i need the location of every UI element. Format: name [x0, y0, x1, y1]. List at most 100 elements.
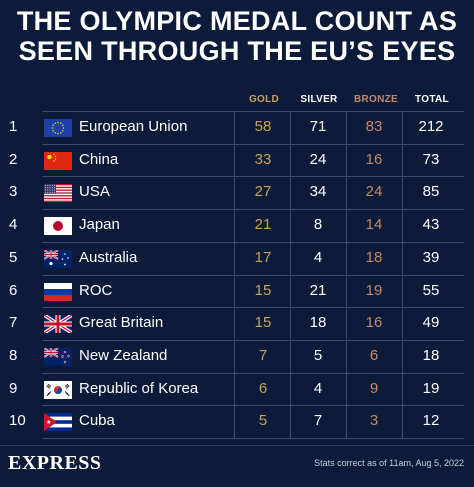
gold-count: 27 [254, 183, 272, 201]
total-count: 12 [422, 412, 440, 430]
silver-count: 5 [313, 346, 323, 364]
country-name: New Zealand [79, 346, 168, 364]
chart-title: THE OLYMPIC MEDAL COUNT AS SEEN THROUGH … [0, 6, 474, 66]
total-count: 212 [418, 118, 444, 135]
bronze-count: 14 [365, 216, 383, 234]
header-gold: GOLD [248, 94, 280, 105]
table-row: 9 Republic of Korea 6 4 9 19 [0, 373, 474, 405]
total-count: 19 [422, 379, 440, 397]
table-row: 6 ROC 15 21 19 55 [0, 275, 474, 307]
row-divider [42, 241, 464, 243]
silver-count: 71 [309, 118, 327, 135]
silver-count: 7 [313, 412, 323, 430]
bronze-count: 6 [369, 346, 379, 364]
table-row: 3 USA 27 34 24 85 [0, 176, 474, 208]
table-row: 7 Great Britain 15 18 16 49 [0, 307, 474, 339]
express-logo: EXPRESS [8, 452, 102, 474]
bronze-count: 16 [365, 150, 383, 168]
rank-label: 1 [9, 118, 18, 135]
cuba-flag-icon [44, 413, 72, 432]
rank-label: 10 [9, 412, 26, 430]
silver-count: 21 [309, 281, 327, 299]
gold-count: 15 [254, 281, 272, 299]
total-count: 18 [422, 346, 440, 364]
gold-count: 21 [254, 216, 272, 234]
footer-divider [0, 445, 474, 446]
roc-flag-icon [44, 282, 72, 301]
gold-count: 33 [254, 150, 272, 168]
rank-label: 9 [9, 379, 18, 397]
country-name: Great Britain [79, 314, 164, 332]
country-name: USA [79, 183, 110, 201]
rank-label: 2 [9, 150, 18, 168]
japan-flag-icon [44, 217, 72, 236]
silver-count: 8 [313, 216, 323, 234]
bronze-count: 19 [365, 281, 383, 299]
gold-count: 58 [254, 118, 272, 135]
row-divider [42, 209, 464, 211]
silver-count: 4 [313, 248, 323, 266]
gold-count: 5 [258, 412, 268, 430]
table-row: 5 Australia 17 4 18 39 [0, 242, 474, 274]
rank-label: 7 [9, 314, 18, 332]
row-divider [42, 438, 464, 439]
row-divider [42, 307, 464, 309]
silver-count: 18 [309, 314, 327, 332]
country-name: European Union [79, 118, 188, 135]
total-count: 55 [422, 281, 440, 299]
rank-label: 6 [9, 281, 18, 299]
gold-count: 15 [254, 314, 272, 332]
header-silver: SILVER [300, 94, 338, 105]
total-count: 39 [422, 248, 440, 266]
rank-label: 3 [9, 183, 18, 201]
silver-count: 34 [309, 183, 327, 201]
total-count: 43 [422, 216, 440, 234]
table-row: 2 China 33 24 16 73 [0, 144, 474, 176]
row-divider [42, 372, 464, 374]
row-divider [42, 176, 464, 178]
rank-label: 4 [9, 216, 18, 234]
row-divider [42, 339, 464, 341]
uk-flag-icon [44, 315, 72, 334]
header-total: TOTAL [415, 94, 449, 105]
total-count: 73 [422, 150, 440, 168]
usa-flag-icon [44, 184, 72, 203]
silver-count: 4 [313, 379, 323, 397]
bronze-count: 24 [365, 183, 383, 201]
country-name: Australia [79, 248, 138, 266]
country-name: Republic of Korea [79, 379, 199, 397]
australia-flag-icon [44, 249, 72, 268]
bronze-count: 9 [369, 379, 379, 397]
bronze-count: 3 [369, 412, 379, 430]
country-name: Japan [79, 216, 120, 234]
korea-flag-icon [44, 380, 72, 399]
table-row: 10 Cuba 5 7 3 12 [0, 405, 474, 437]
title-line-1: THE OLYMPIC MEDAL COUNT AS [16, 6, 458, 36]
eu-flag-icon [44, 119, 72, 137]
country-name: China [79, 150, 119, 168]
table-row: 4 Japan 21 8 14 43 [0, 209, 474, 241]
rank-label: 8 [9, 346, 18, 364]
silver-count: 24 [309, 150, 327, 168]
table-row: 8 New Zealand 7 5 6 18 [0, 340, 474, 372]
gold-count: 7 [258, 346, 268, 364]
row-divider [42, 274, 464, 276]
title-line-2: SEEN THROUGH THE EU’S EYES [18, 36, 456, 66]
country-name: Cuba [79, 412, 115, 430]
gold-count: 6 [258, 379, 268, 397]
bronze-count: 18 [365, 248, 383, 266]
country-name: ROC [79, 281, 113, 299]
rank-label: 5 [9, 248, 18, 266]
header-bronze: BRONZE [353, 94, 399, 105]
table-row: 1 European Union 58 71 83 212 [0, 111, 474, 143]
total-count: 49 [422, 314, 440, 332]
row-divider [42, 405, 464, 407]
row-divider [42, 143, 464, 145]
gold-count: 17 [254, 248, 272, 266]
new-zealand-flag-icon [44, 347, 72, 366]
china-flag-icon [44, 151, 72, 170]
stats-note: Stats correct as of 11am, Aug 5, 2022 [314, 458, 464, 468]
total-count: 85 [422, 183, 440, 201]
bronze-count: 83 [365, 118, 383, 135]
bronze-count: 16 [365, 314, 383, 332]
